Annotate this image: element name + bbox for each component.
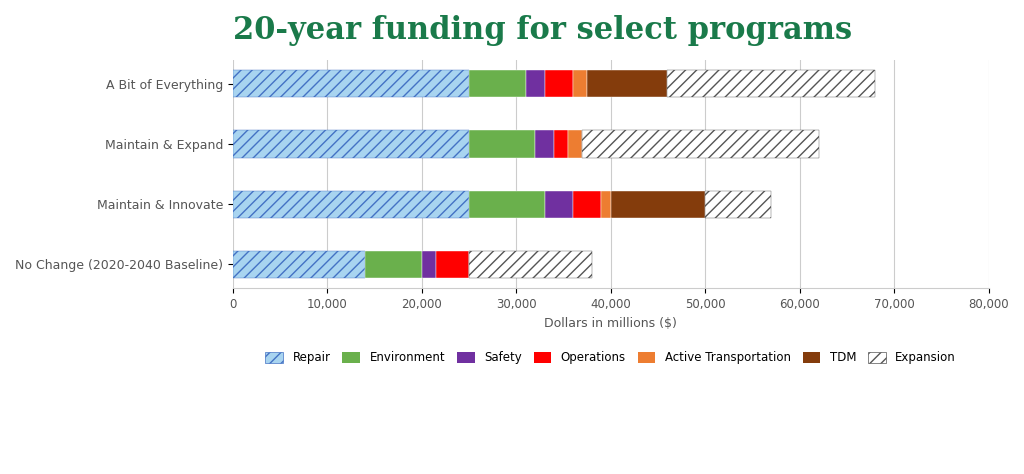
X-axis label: Dollars in millions ($): Dollars in millions ($) xyxy=(545,317,677,329)
Bar xyxy=(536,130,554,157)
Bar xyxy=(436,251,469,278)
Bar xyxy=(525,70,545,97)
Bar xyxy=(568,130,583,157)
Bar xyxy=(706,191,771,218)
Bar xyxy=(668,70,876,97)
Bar xyxy=(554,130,568,157)
Legend: Repair, Environment, Safety, Operations, Active Transportation, TDM, Expansion: Repair, Environment, Safety, Operations,… xyxy=(261,347,961,369)
Bar xyxy=(572,191,601,218)
Bar xyxy=(545,70,572,97)
Bar xyxy=(365,251,422,278)
Bar xyxy=(601,191,610,218)
Bar xyxy=(583,130,818,157)
Bar xyxy=(232,251,365,278)
Bar xyxy=(469,130,536,157)
Bar xyxy=(232,70,469,97)
Bar xyxy=(545,191,572,218)
Bar xyxy=(610,191,706,218)
Bar xyxy=(469,191,545,218)
Bar xyxy=(232,191,469,218)
Bar xyxy=(469,70,525,97)
Text: 20-year funding for select programs: 20-year funding for select programs xyxy=(232,15,852,46)
Bar xyxy=(587,70,668,97)
Bar xyxy=(232,130,469,157)
Bar xyxy=(572,70,587,97)
Bar xyxy=(422,251,436,278)
Bar xyxy=(469,251,592,278)
